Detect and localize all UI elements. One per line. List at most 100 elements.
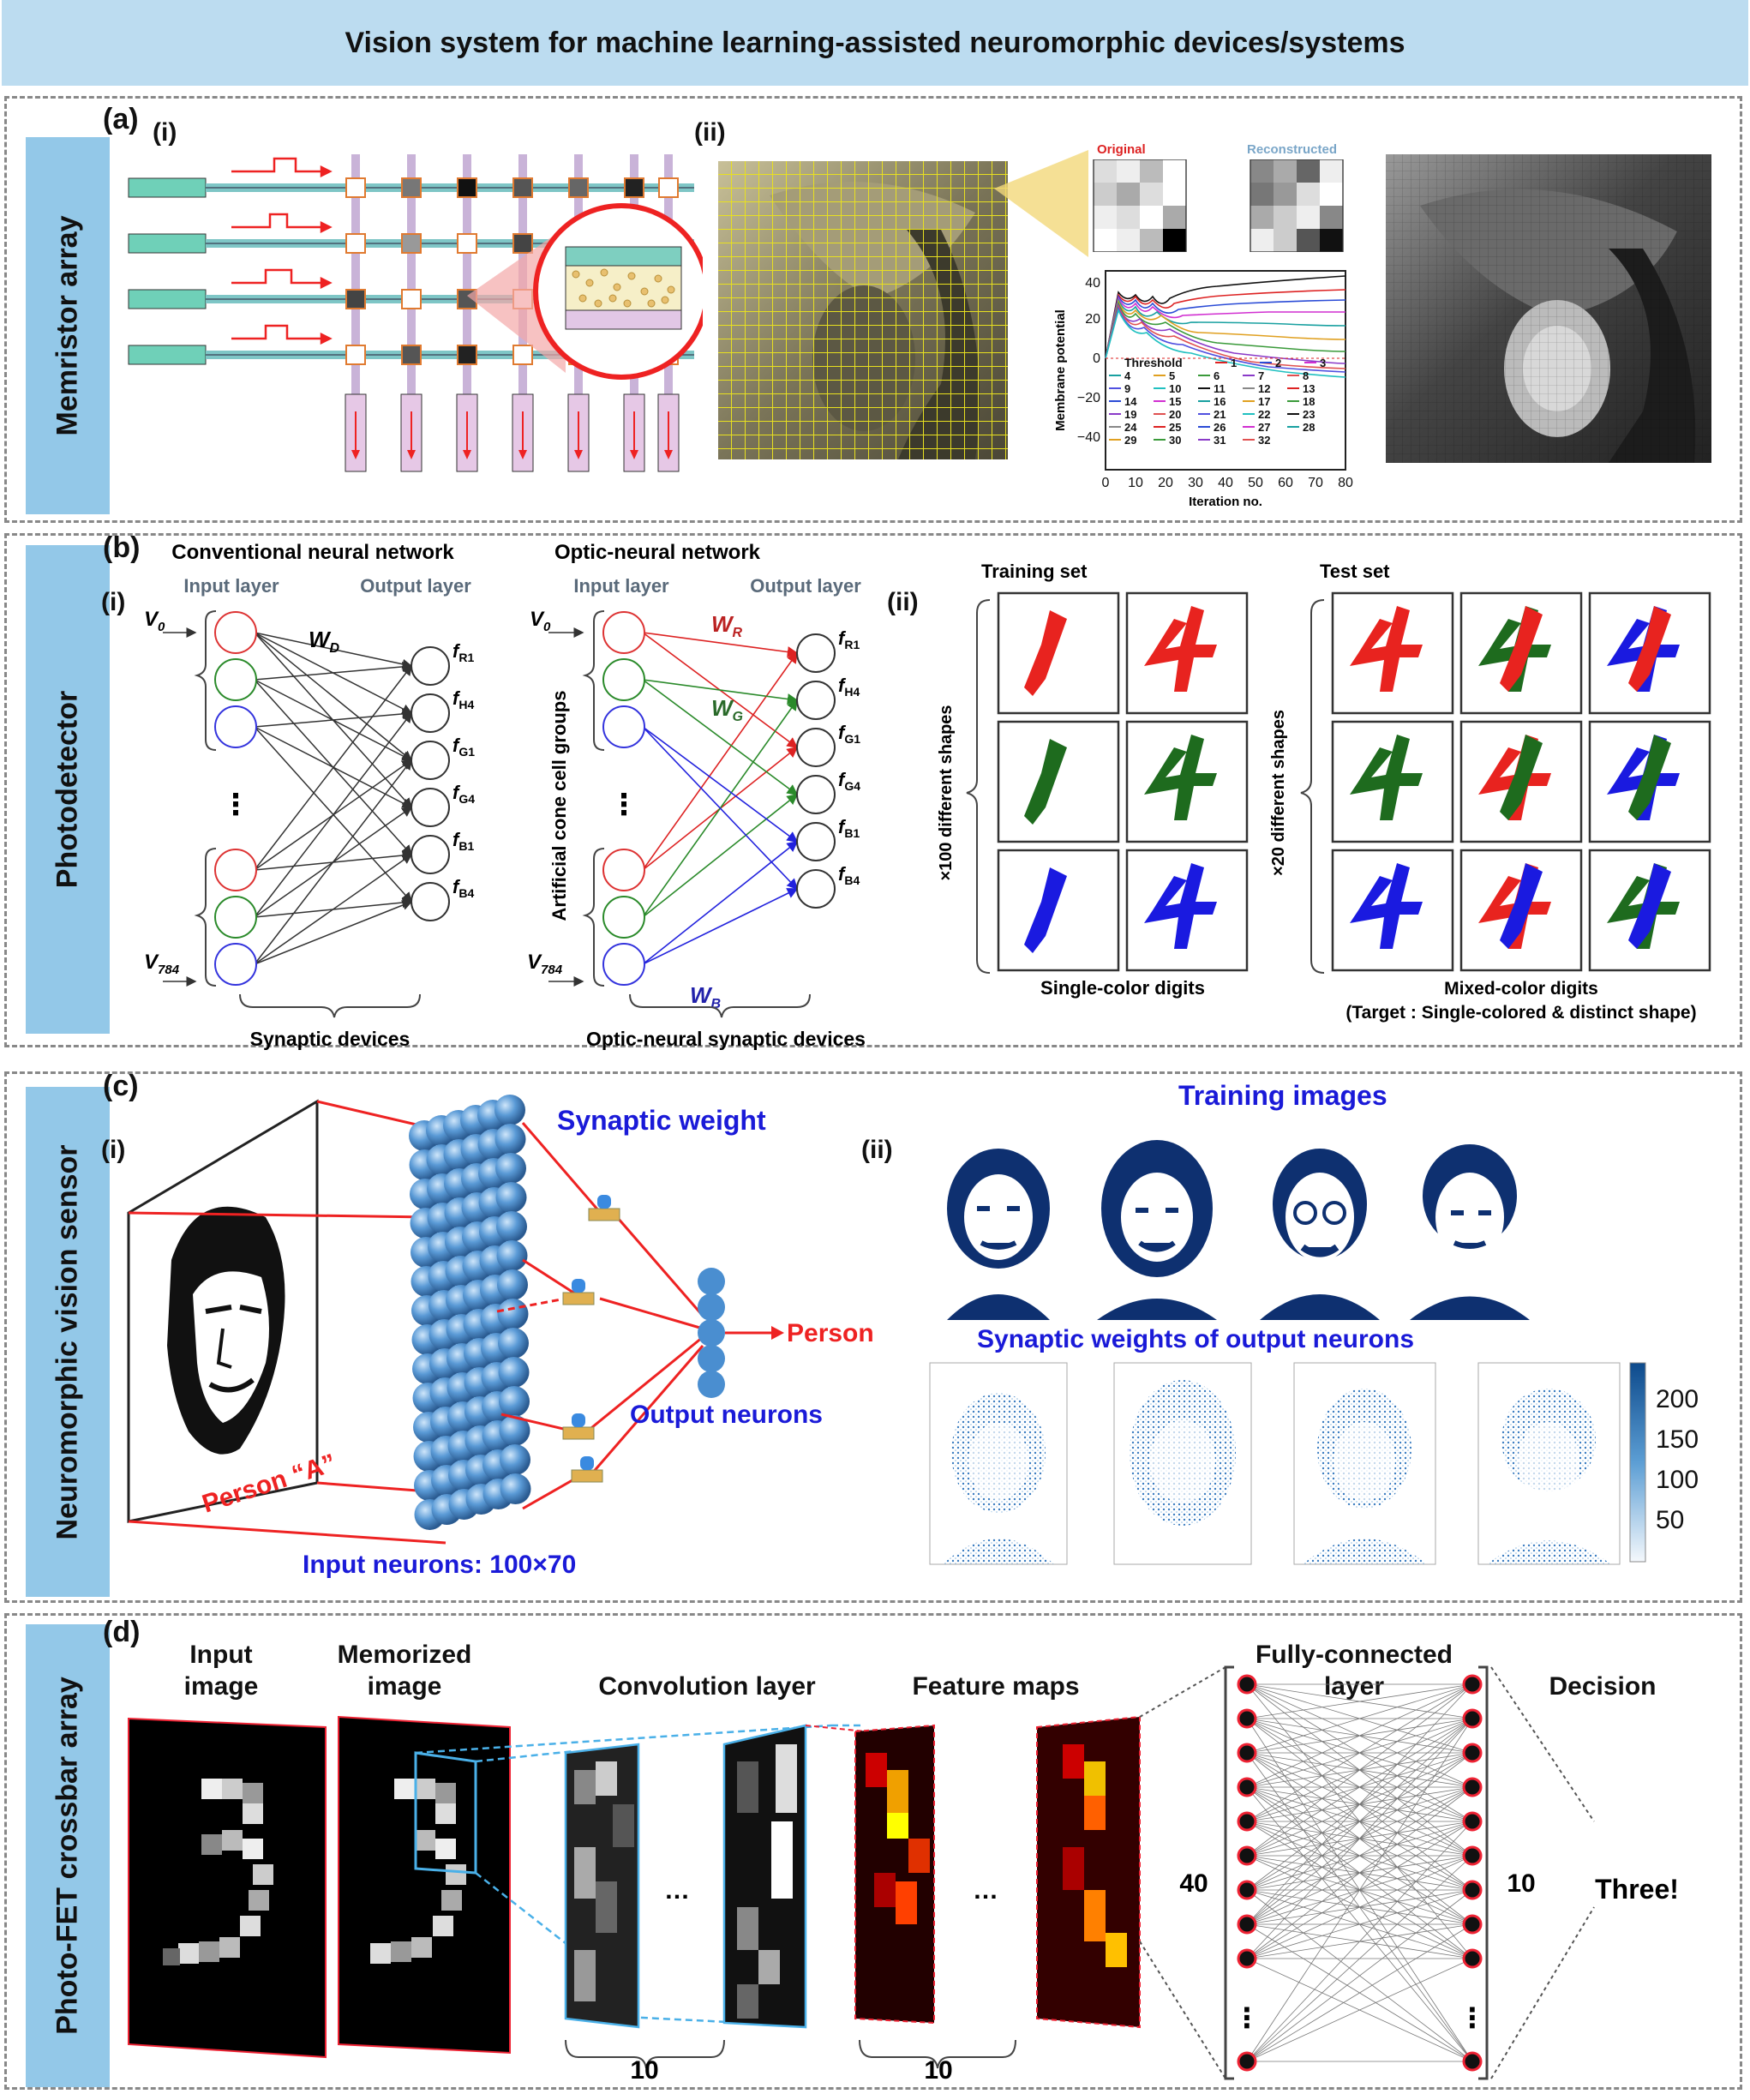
legend-entry: 15 (1169, 395, 1181, 408)
fc-out-count: 10 (1507, 1869, 1535, 1898)
legend-entry: 4 (1124, 369, 1131, 382)
fc-input-node (1238, 1950, 1256, 1967)
conv-input-brace-bottom (197, 849, 216, 986)
training-images-title: Training images (1178, 1080, 1387, 1112)
fc-connection (1247, 1821, 1472, 2061)
weight-map-4 (1478, 1363, 1620, 1564)
legend-entry: 3 (1320, 357, 1326, 369)
mixed-color-label: Mixed-color digits (1444, 979, 1598, 999)
synaptic-weight-label: Synaptic weight (557, 1105, 766, 1136)
conv-v784-label: V784 (144, 951, 180, 977)
conv-wd-label: WD (309, 627, 340, 656)
fc-output-node (1464, 1710, 1481, 1727)
svg-text:image: image (368, 1672, 442, 1701)
optic-output-labels: fR1 fH4 fG1 fG4 fB1 fB4 (838, 627, 860, 887)
conv-synaptic-devices: Synaptic devices (250, 1028, 411, 1050)
synaptic-weight-maps: 200 150 100 50 (926, 1359, 1731, 1569)
weight-map-3 (1294, 1363, 1435, 1564)
fc-input-node (1238, 1744, 1256, 1761)
legend-entry: 7 (1258, 369, 1264, 382)
original-label: Original (1097, 142, 1146, 157)
input-neuron (495, 1124, 526, 1155)
svg-text:80: 80 (1338, 476, 1353, 490)
test-set-title: Test set (1320, 561, 1390, 582)
legend-entry: 12 (1258, 382, 1270, 395)
legend-entry: 21 (1214, 408, 1226, 421)
conv-output-layer: Output layer (360, 575, 471, 597)
training-face-4 (1410, 1144, 1530, 1320)
conv-connections (255, 633, 411, 964)
legend-entry: 25 (1169, 421, 1181, 434)
optic-wg-label: WG (711, 695, 743, 724)
test-digits (1333, 593, 1710, 970)
memristor-crossbar-diagram (120, 146, 703, 480)
svg-text:…: … (664, 1876, 690, 1905)
panel-a-sidebar-label: Memristor array (51, 215, 85, 435)
svg-text:40: 40 (1218, 476, 1233, 490)
panel-a-sidebar: Memristor array (26, 137, 110, 514)
fc-connection (1247, 1684, 1472, 1924)
output-arrow-head (771, 1326, 784, 1340)
legend-entry: 26 (1214, 421, 1226, 434)
fc-left-dots: ⋮ (1233, 2002, 1261, 2033)
test-brace (1301, 600, 1324, 973)
single-color-label: Single-color digits (1040, 977, 1205, 999)
svg-text:Input: Input (189, 1641, 252, 1669)
fc-right-dots: ⋮ (1459, 2002, 1486, 2033)
output-neurons-label: Output neurons (630, 1401, 823, 1429)
legend-entry: 24 (1124, 421, 1137, 434)
panel-a-letter: (a) (103, 103, 139, 136)
svg-text:−40: −40 (1077, 430, 1100, 445)
x100-label: ×100 different shapes (937, 705, 956, 880)
input-neuron (496, 1211, 527, 1242)
panel-b-sidebar: Photodetector (26, 545, 110, 1034)
svg-text:…: … (973, 1876, 998, 1905)
svg-text:Threshold: Threshold (1124, 356, 1183, 369)
svg-text:image: image (184, 1672, 259, 1701)
optic-v0-label: V0 (530, 608, 551, 634)
legend-entry: 29 (1124, 434, 1136, 447)
synaptic-weights-output-title: Synaptic weights of output neurons (977, 1325, 1414, 1354)
memorized-digit-image (339, 1717, 510, 2053)
legend-entry: 1 (1231, 357, 1237, 369)
panel-a-sub-i: (i) (153, 118, 177, 147)
digit-datasets: Training set Test set ×100 different sha… (926, 549, 1740, 1029)
svg-text:Convolution layer: Convolution layer (598, 1672, 816, 1701)
training-set-title: Training set (981, 561, 1088, 582)
legend-entry: 20 (1169, 408, 1181, 421)
legend-entry: 8 (1303, 369, 1309, 382)
fc-input-node (1238, 1881, 1256, 1899)
convolution-maps: … (566, 1725, 806, 2027)
legend-entry: 9 (1124, 382, 1130, 395)
person-a-output: Person “A” (787, 1319, 874, 1347)
optic-input-brace-top (585, 611, 604, 750)
svg-text:50: 50 (1656, 1506, 1684, 1534)
svg-text:20: 20 (1085, 312, 1100, 327)
input-image-with-grid (718, 161, 1008, 459)
optic-output-neurons (797, 634, 835, 908)
membrane-potential-chart: 40 20 0 −20 −40 0 10 20 30 40 50 60 70 8… (1046, 262, 1354, 511)
training-brace (967, 600, 990, 973)
training-faces (930, 1114, 1530, 1320)
target-label: (Target : Single-colored & distinct shap… (1345, 1003, 1696, 1023)
input-neuron (495, 1153, 526, 1184)
panel-b-sidebar-label: Photodetector (51, 691, 85, 888)
input-neuron (499, 1357, 530, 1388)
svg-text:layer: layer (1324, 1672, 1384, 1701)
optic-output-layer: Output layer (750, 575, 861, 597)
conv-v0-label: V0 (144, 608, 165, 634)
fc-input-node (1238, 1676, 1256, 1693)
svg-text:0: 0 (1102, 476, 1110, 490)
training-face-3 (1260, 1149, 1380, 1320)
panel-c-sidebar: Neuromorphic vision sensor (26, 1087, 110, 1597)
svg-text:Feature maps: Feature maps (912, 1672, 1079, 1701)
chart-ylabel: Membrane potential (1053, 309, 1068, 431)
legend-entry: 23 (1303, 408, 1315, 421)
svg-text:Decision: Decision (1549, 1672, 1656, 1701)
input-neurons-label: Input neurons: 100×70 (303, 1551, 576, 1579)
svg-text:Memorized: Memorized (338, 1641, 472, 1669)
fc-output-node (1464, 1744, 1481, 1761)
training-face-2 (1097, 1140, 1217, 1320)
optic-connections (643, 633, 797, 964)
svg-text:fB1: fB1 (452, 829, 474, 853)
